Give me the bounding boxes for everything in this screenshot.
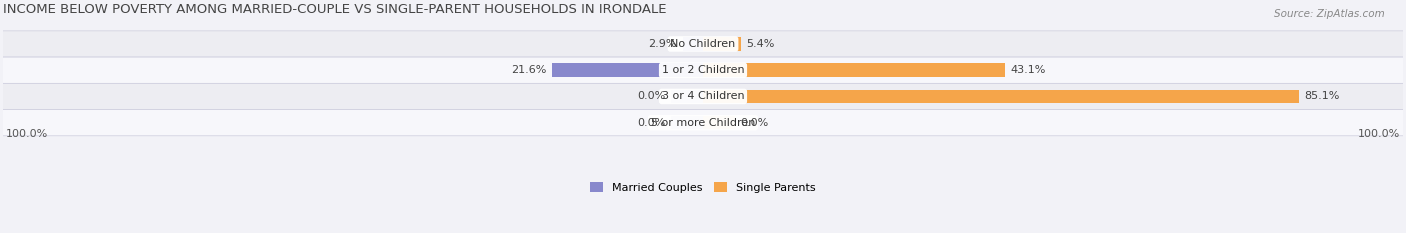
Text: 100.0%: 100.0% bbox=[6, 130, 49, 140]
FancyBboxPatch shape bbox=[3, 110, 1403, 136]
Text: 43.1%: 43.1% bbox=[1011, 65, 1046, 75]
Text: 5.4%: 5.4% bbox=[747, 39, 775, 49]
Text: 1 or 2 Children: 1 or 2 Children bbox=[662, 65, 744, 75]
Text: INCOME BELOW POVERTY AMONG MARRIED-COUPLE VS SINGLE-PARENT HOUSEHOLDS IN IRONDAL: INCOME BELOW POVERTY AMONG MARRIED-COUPL… bbox=[3, 3, 666, 17]
Text: 0.0%: 0.0% bbox=[638, 91, 666, 101]
Legend: Married Couples, Single Parents: Married Couples, Single Parents bbox=[586, 178, 820, 197]
FancyBboxPatch shape bbox=[3, 57, 1403, 83]
Text: 0.0%: 0.0% bbox=[740, 118, 768, 128]
Bar bbox=[683, 37, 703, 51]
Bar bbox=[703, 90, 1299, 103]
Text: 5 or more Children: 5 or more Children bbox=[651, 118, 755, 128]
Text: Source: ZipAtlas.com: Source: ZipAtlas.com bbox=[1274, 9, 1385, 19]
Bar bbox=[703, 63, 1005, 77]
Text: 100.0%: 100.0% bbox=[1357, 130, 1400, 140]
Text: 21.6%: 21.6% bbox=[510, 65, 546, 75]
Bar bbox=[551, 63, 703, 77]
FancyBboxPatch shape bbox=[3, 83, 1403, 110]
Bar bbox=[703, 37, 741, 51]
Text: 0.0%: 0.0% bbox=[638, 118, 666, 128]
Bar bbox=[672, 90, 703, 103]
Text: 3 or 4 Children: 3 or 4 Children bbox=[662, 91, 744, 101]
FancyBboxPatch shape bbox=[3, 31, 1403, 57]
Text: 85.1%: 85.1% bbox=[1305, 91, 1340, 101]
Text: No Children: No Children bbox=[671, 39, 735, 49]
Bar bbox=[672, 116, 703, 130]
Text: 2.9%: 2.9% bbox=[648, 39, 678, 49]
Bar bbox=[703, 116, 734, 130]
